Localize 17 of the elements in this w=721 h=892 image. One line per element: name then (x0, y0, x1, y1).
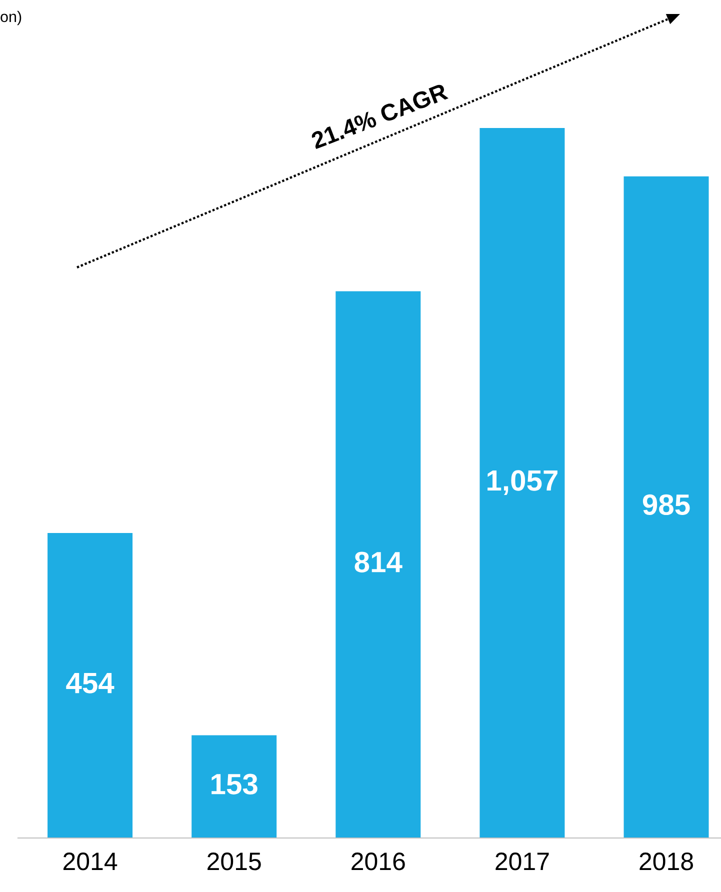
bar (48, 533, 133, 838)
data-label: 1,057 (488, 470, 558, 496)
x-tick-label: 2016 (352, 852, 405, 870)
bar (192, 735, 277, 838)
annotation: 21.4% CAGR (310, 82, 449, 150)
data-label: 454 (66, 673, 114, 694)
bar (624, 176, 709, 838)
chart-subtitle: on) (0, 10, 22, 26)
bar (336, 291, 421, 838)
data-label: 985 (642, 494, 690, 516)
x-tick-label: 2017 (496, 852, 549, 870)
data-label: 153 (212, 774, 258, 794)
x-tick-label: 2018 (640, 852, 693, 870)
data-label: 814 (354, 552, 402, 572)
bar (480, 128, 565, 838)
x-tick-label: 2015 (208, 852, 261, 870)
x-tick-label: 2014 (63, 852, 118, 870)
